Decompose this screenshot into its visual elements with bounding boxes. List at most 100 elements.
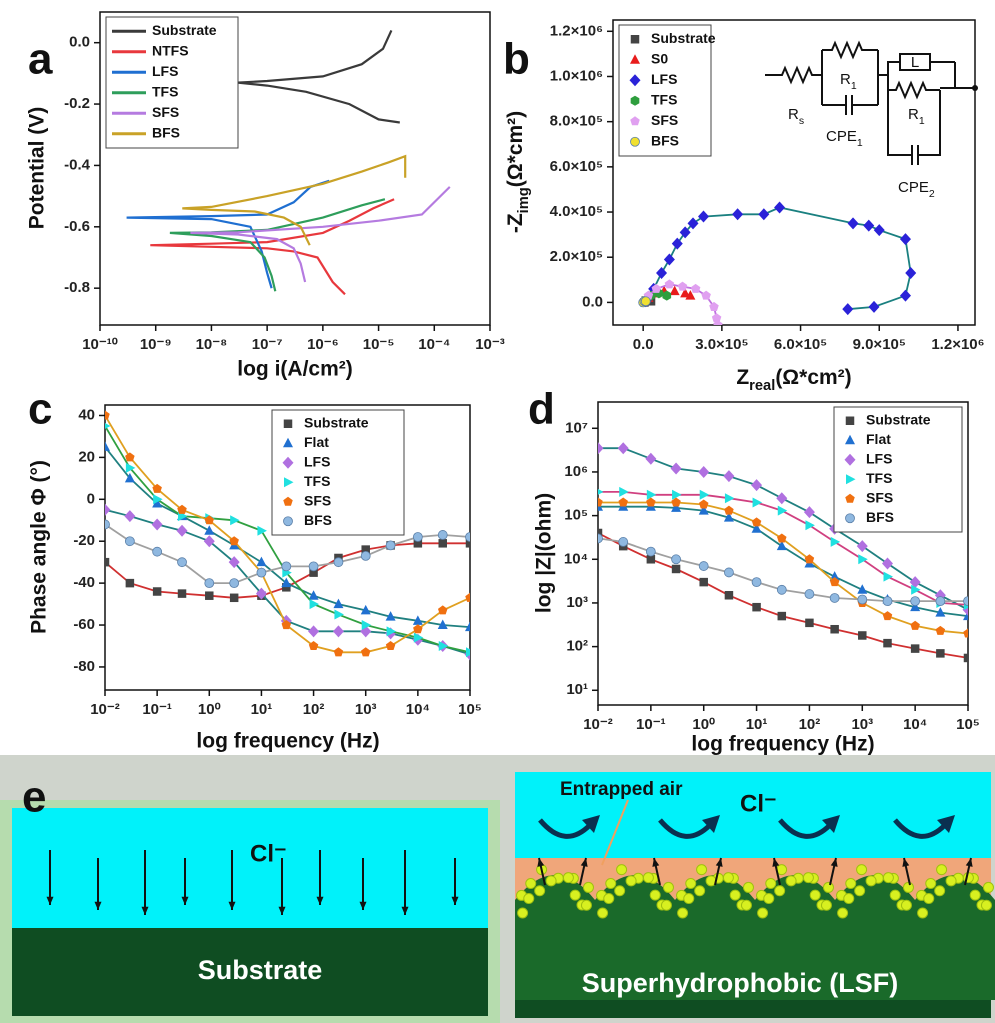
data-point [465, 592, 470, 602]
legend-swatch [283, 496, 293, 506]
data-point [963, 653, 968, 663]
data-point [256, 567, 267, 578]
data-point [752, 602, 761, 612]
data-point [910, 596, 921, 607]
y-tick-label: 10¹ [566, 681, 588, 698]
particle [837, 907, 849, 919]
data-point [360, 550, 371, 561]
x-tick-label: 10⁻⁹ [140, 336, 172, 353]
data-point [752, 497, 763, 508]
data-point [203, 535, 215, 548]
particle [854, 885, 866, 897]
data-point [177, 504, 187, 514]
x-axis-label: log frequency (Hz) [691, 733, 874, 756]
data-point [105, 519, 110, 530]
particle [534, 885, 546, 897]
data-point [777, 611, 787, 621]
particle [597, 907, 609, 919]
legend-swatch [630, 116, 640, 126]
data-point [857, 594, 868, 605]
particle [580, 899, 592, 911]
legend-label: BFS [152, 124, 180, 140]
water-right [515, 772, 991, 858]
data-point [360, 647, 371, 657]
data-point [804, 589, 815, 599]
arrow-head [181, 896, 189, 905]
circuit-label: Rs [788, 106, 804, 127]
x-tick-label: 10⁰ [692, 716, 715, 733]
data-point [858, 554, 868, 565]
data-point [281, 620, 292, 630]
data-point [776, 492, 788, 505]
label-text: (Ω*cm²) [504, 111, 527, 187]
data-point [413, 539, 423, 548]
data-point [723, 512, 734, 522]
y-tick-label: 0 [87, 490, 95, 507]
panel-label: b [503, 35, 530, 84]
data-point [899, 233, 911, 246]
particle [900, 899, 912, 911]
y-tick-label: -60 [73, 616, 95, 633]
x-tick-label: 10⁻¹ [142, 701, 172, 718]
data-point [829, 577, 840, 587]
legend-label: TFS [651, 91, 677, 107]
particle [843, 893, 855, 905]
data-point [699, 577, 708, 587]
circuit-label: R1 [840, 71, 857, 92]
legend-swatch [630, 54, 640, 64]
particle [969, 889, 981, 901]
y-tick-label: 10² [566, 638, 588, 655]
legend-swatch [283, 437, 293, 448]
legend-label: S0 [651, 50, 668, 66]
data-point [724, 505, 734, 515]
data-point [830, 624, 839, 634]
legend-swatch [630, 136, 640, 147]
particle [945, 875, 957, 887]
data-point [152, 546, 163, 557]
surface-bumps [515, 875, 995, 1000]
data-point [124, 472, 135, 483]
label-sub: img [516, 187, 532, 213]
legend-label: LFS [866, 450, 892, 466]
particle [774, 885, 786, 897]
y-axis-label: Phase angle Φ (°) [28, 460, 51, 634]
data-point [619, 486, 629, 497]
data-point [711, 313, 722, 323]
data-point [882, 557, 894, 570]
data-point [151, 518, 163, 531]
data-point [386, 626, 397, 637]
data-point [125, 462, 136, 473]
curve [190, 186, 451, 283]
arrow-head [228, 901, 236, 910]
air-label: Entrapped air [560, 779, 683, 800]
plot-frame [597, 401, 969, 706]
plot-area [638, 201, 917, 325]
data-point [847, 217, 859, 230]
data-point [698, 561, 709, 571]
ion-label: Cl⁻ [740, 790, 777, 817]
legend-label: Flat [304, 434, 329, 450]
swirl-head [702, 815, 720, 833]
data-point [465, 539, 470, 548]
particle [763, 893, 775, 905]
arrow-head [451, 896, 459, 905]
particle [722, 872, 734, 884]
y-tick-label: 10⁵ [564, 507, 588, 524]
data-point [662, 290, 672, 301]
data-point [776, 584, 787, 595]
label-sub: 1 [851, 80, 857, 92]
data-point [598, 497, 603, 507]
data-point [105, 423, 111, 429]
legend-swatch [845, 416, 855, 425]
data-point [905, 267, 917, 280]
label-sub: real [749, 378, 775, 394]
particle [660, 899, 672, 911]
data-point [255, 587, 267, 600]
data-point [413, 624, 423, 634]
data-point [437, 530, 448, 540]
arrow-head [580, 858, 588, 867]
data-point [829, 593, 840, 603]
x-tick-label: 10⁻⁵ [363, 336, 395, 353]
plot-frame [612, 19, 976, 326]
